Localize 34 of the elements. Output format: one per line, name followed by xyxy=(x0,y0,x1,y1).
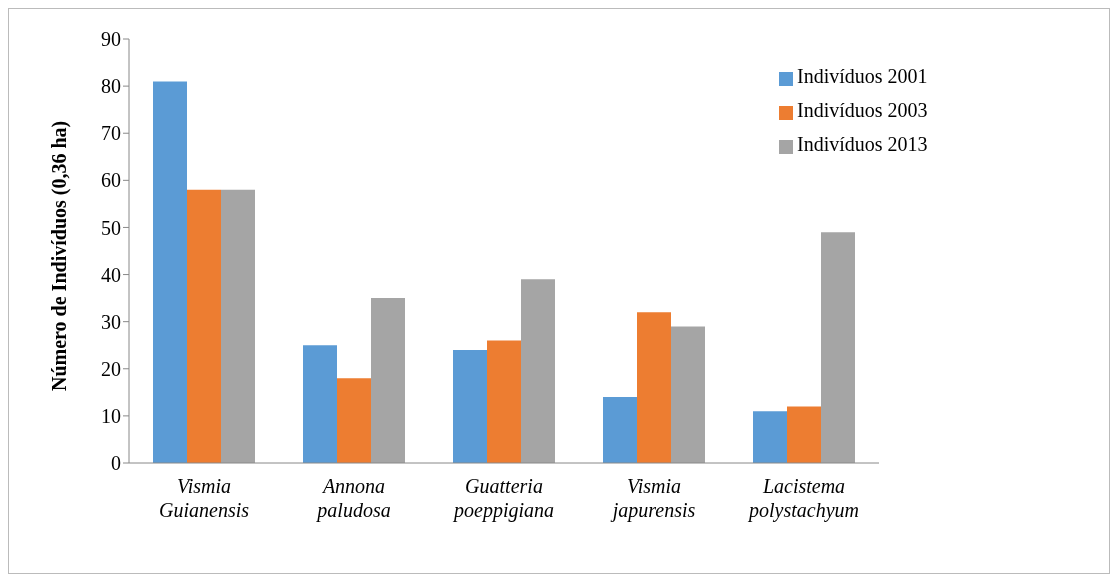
bar xyxy=(637,312,671,463)
y-tick-label: 80 xyxy=(101,75,121,98)
legend-label: Indivíduos 2001 xyxy=(797,65,928,87)
bar xyxy=(787,406,821,463)
bar xyxy=(603,397,637,463)
legend-label: Indivíduos 2003 xyxy=(797,99,928,121)
x-tick-label: Guatteria poeppigiana xyxy=(452,475,554,522)
bar xyxy=(303,345,337,463)
y-tick-label: 30 xyxy=(101,310,121,333)
y-tick-label: 60 xyxy=(101,169,121,192)
y-tick-label: 20 xyxy=(101,357,121,380)
y-tick-label: 40 xyxy=(101,263,121,286)
y-axis-title: Número de Indivíduos (0,36 ha) xyxy=(48,120,72,391)
bar xyxy=(671,326,705,463)
x-tick-label: Annona paludosa xyxy=(315,475,391,522)
x-tick-label: Lacistema polystachyum xyxy=(747,475,859,522)
y-tick-label: 70 xyxy=(101,122,121,145)
bar xyxy=(371,298,405,463)
bar xyxy=(187,189,221,463)
y-tick-label: 0 xyxy=(111,452,121,475)
x-tick-label: Vismia japurensis xyxy=(609,475,696,522)
y-tick-label: 90 xyxy=(101,28,121,51)
bar xyxy=(453,349,487,463)
bar xyxy=(521,279,555,463)
bar xyxy=(821,232,855,463)
y-tick-label: 50 xyxy=(101,216,121,239)
y-tick-label: 10 xyxy=(101,404,121,427)
legend-label: Indivíduos 2013 xyxy=(797,133,928,155)
bar xyxy=(153,81,187,463)
bar xyxy=(487,340,521,463)
bar xyxy=(337,378,371,463)
bar xyxy=(221,189,255,463)
bar xyxy=(753,411,787,463)
x-tick-label: Vismia Guianensis xyxy=(159,475,250,521)
